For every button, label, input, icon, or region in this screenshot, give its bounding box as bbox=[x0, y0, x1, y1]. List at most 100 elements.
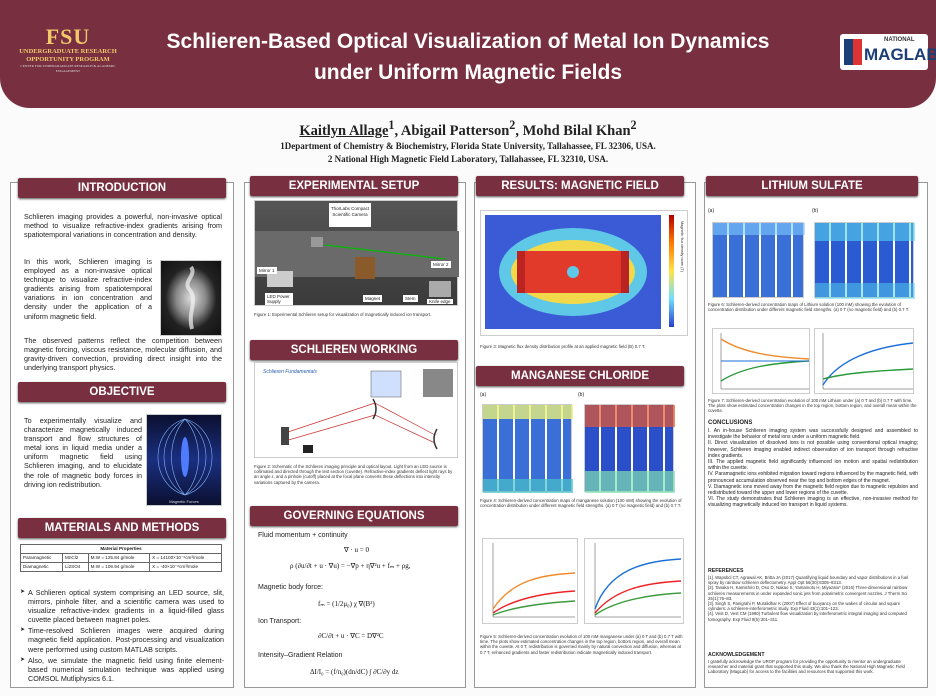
label-mirror-1: Mirror 1 bbox=[257, 267, 277, 274]
table-title: Material Properties bbox=[20, 544, 222, 554]
setup-photo-drawing bbox=[255, 231, 459, 297]
affiliation-2: 2 National High Magnetic Field Laborator… bbox=[327, 154, 609, 164]
intro-paragraph-3: The observed patterns reflect the compet… bbox=[24, 336, 222, 373]
li-07t-plot bbox=[814, 328, 914, 394]
magnetic-forces-image: Magnetic Forces bbox=[146, 414, 222, 506]
fsu-logo-line2: OPPORTUNITY PROGRAM bbox=[26, 56, 110, 63]
colorbar-label: Magnetic flux density norm (T) bbox=[680, 221, 684, 273]
references-list: [1]. Wapsbcl CT, Agrawal AK, Britta JA (… bbox=[708, 575, 918, 622]
fsu-logo-line1: UNDERGRADUATE RESEARCH bbox=[19, 48, 117, 55]
methods-bullets: A Schlieren optical system comprising an… bbox=[20, 588, 224, 685]
label-camera: ThorLabs Compact Scientific Camera bbox=[329, 203, 371, 227]
lithium-heading: LITHIUM SULFATE bbox=[706, 176, 918, 196]
li-panel-a-label: (a) bbox=[708, 208, 715, 214]
title-line2: under Uniform Magnetic Fields bbox=[313, 61, 623, 84]
schlieren-optics-drawing bbox=[281, 369, 453, 453]
governing-equations-heading: GOVERNING EQUATIONS bbox=[250, 506, 458, 526]
schlieren-sample-image bbox=[160, 260, 222, 336]
mn-0t-map-drawing bbox=[483, 405, 573, 493]
li-0t-plot bbox=[712, 328, 810, 394]
ion-transport-equation: ∂C/∂t + u · ∇C = D∇²C bbox=[318, 632, 384, 640]
li-panel-b-label: (b) bbox=[812, 208, 819, 214]
conclusion-item: VI. The study demonstrates that Schliere… bbox=[708, 496, 918, 509]
maglab-mark-icon bbox=[844, 39, 862, 65]
diagram-title: Schlieren Fundamentals bbox=[263, 369, 317, 375]
conclusion-item: II. Direct visualization of dissolved io… bbox=[708, 440, 918, 459]
mn-07t-concentration-map bbox=[584, 404, 675, 493]
maglab-name: MAGLAB bbox=[864, 45, 936, 64]
manganese-heading: MANGANESE CHLORIDE bbox=[476, 366, 684, 386]
cell-chi: X = -40×10⁻⁶cm³/mole bbox=[149, 562, 222, 572]
author-1-sup: 1 bbox=[388, 118, 395, 132]
mn-panel-a-label: (a) bbox=[480, 392, 487, 398]
objective-text: To experimentally visualize and characte… bbox=[24, 416, 142, 489]
table-row: Diamagnetic Li2SO4 M.W = 109.94 g/mole X… bbox=[20, 562, 222, 572]
maglab-national: NATIONAL bbox=[884, 37, 915, 43]
objective-image-caption: Magnetic Forces bbox=[169, 499, 199, 504]
label-mirror-2: Mirror 2 bbox=[431, 261, 451, 268]
table-row: Paramagnetic MnCl2 M.W = 125.84 g/mole X… bbox=[20, 553, 222, 563]
momentum-equation: ρ (∂u/∂t + u · ∇u) = −∇p + η∇²u + fₘ + ρ… bbox=[290, 562, 411, 570]
label-stem: Stem bbox=[403, 295, 418, 302]
schlieren-diagram: Schlieren Fundamentals bbox=[254, 362, 458, 458]
mn-0t-concentration-map bbox=[482, 404, 573, 493]
li-07t-curves bbox=[822, 333, 914, 390]
reference-item: [3]. Singh S, Panigrahi P, Muralidhar K … bbox=[708, 601, 901, 612]
fluid-label: Fluid momentum + continuity bbox=[258, 532, 348, 539]
li-0t-map-drawing bbox=[713, 223, 805, 235]
experimental-setup-heading: EXPERIMENTAL SETUP bbox=[250, 176, 458, 196]
fsu-logo: FSU UNDERGRADUATE RESEARCH OPPORTUNITY P… bbox=[8, 24, 128, 74]
methods-bullet: A Schlieren optical system comprising an… bbox=[20, 588, 224, 624]
figure-6-caption: Figure 6: Schlieren-derived concentratio… bbox=[708, 302, 910, 313]
colorbar bbox=[669, 215, 674, 327]
cell-formula: Li2SO4 bbox=[62, 562, 89, 572]
methods-bullet: Time-resolved Schlieren images were acqu… bbox=[20, 626, 224, 653]
maglab-logo: NATIONAL MAGLAB bbox=[840, 34, 936, 70]
cell-chi: X = 14100×10⁻⁶cm³/mole bbox=[149, 553, 222, 563]
cell-type: Diamagnetic bbox=[20, 562, 63, 572]
li-0t-curves bbox=[720, 333, 810, 390]
author-1: Kaitlyn Allage bbox=[299, 122, 389, 139]
reference-item: [2]. Tanaka H, Kamishiro D, Oso D, Nakao… bbox=[708, 585, 908, 601]
figure-4-caption: Figure 4: Schlieren-derived concentratio… bbox=[480, 498, 682, 509]
cell-type: Paramagnetic bbox=[20, 553, 63, 563]
affiliation-1: 1Department of Chemistry & Biochemistry,… bbox=[280, 141, 656, 151]
figure-5-caption: Figure 5: Schlieren-derived concentratio… bbox=[480, 634, 683, 655]
cell-mw: M.W = 109.94 g/mole bbox=[87, 562, 151, 572]
header-banner: FSU UNDERGRADUATE RESEARCH OPPORTUNITY P… bbox=[0, 0, 936, 108]
conclusions-list: I. An in-house Schlieren imaging system … bbox=[708, 428, 918, 509]
li-0t-concentration-map bbox=[712, 222, 805, 298]
figure-7-caption: Figure 7: Schlieren-derived concentratio… bbox=[708, 398, 917, 414]
mn-0t-plot bbox=[482, 538, 578, 624]
intensity-equation: ΔI/I₀ = (f/n₀)(dn/dC) ∫ ∂C/∂y dz bbox=[310, 668, 399, 676]
affiliations: 1Department of Chemistry & Biochemistry,… bbox=[0, 140, 936, 166]
results-heading: RESULTS: MAGNETIC FIELD bbox=[476, 176, 684, 196]
schlieren-working-heading: SCHLIEREN WORKING bbox=[250, 340, 458, 360]
mn-07t-curves bbox=[594, 543, 682, 618]
continuity-equation: ∇ · u = 0 bbox=[344, 546, 369, 554]
mn-0t-curves bbox=[492, 543, 576, 618]
author-3-sup: 2 bbox=[630, 118, 637, 132]
acknowledgement-title: ACKNOWLEDGEMENT bbox=[708, 652, 765, 658]
mn-panel-b-label: (b) bbox=[578, 392, 585, 398]
poster-title: Schlieren-Based Optical Visualization of… bbox=[130, 26, 806, 88]
objective-heading: OBJECTIVE bbox=[18, 382, 226, 402]
mn-07t-plot bbox=[584, 538, 684, 624]
methods-bullet: Also, we simulate the magnetic field usi… bbox=[20, 656, 224, 683]
figure-1-caption: Figure 1: Experimental Schlieren setup f… bbox=[254, 312, 432, 317]
fsu-logo-line3: CENTER FOR UNDERGRADUATE RESEARCH & ACAD… bbox=[20, 64, 116, 73]
label-knife-edge: Knife edge bbox=[427, 299, 453, 304]
li-07t-concentration-map bbox=[814, 222, 915, 299]
plume-image bbox=[185, 265, 196, 330]
intro-paragraph-2: In this work, Schlieren imaging is emplo… bbox=[24, 257, 152, 321]
conclusion-item: I. An in-house Schlieren imaging system … bbox=[708, 428, 918, 441]
acknowledgement-text: I gratefully acknowledge the UROP progra… bbox=[708, 659, 905, 675]
fsu-logo-text: FSU bbox=[45, 24, 91, 49]
reference-item: [1]. Wapsbcl CT, Agrawal AK, Britta JA (… bbox=[708, 575, 909, 586]
figure-3-caption: Figure 3: Magnetic flux density distribu… bbox=[480, 344, 646, 349]
label-magnet: Magnet bbox=[363, 295, 383, 302]
ion-transport-label: Ion Transport: bbox=[258, 618, 302, 625]
title-line1: Schlieren-Based Optical Visualization of… bbox=[166, 30, 770, 53]
label-led: LED Power Supply bbox=[265, 293, 293, 305]
cell-formula: MnCl2 bbox=[62, 553, 89, 563]
